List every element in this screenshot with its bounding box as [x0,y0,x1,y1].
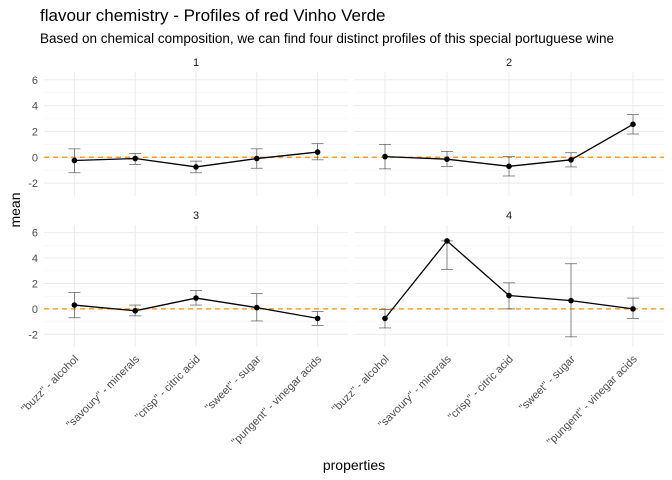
facet-strip-label: 3 [193,210,199,222]
data-point [71,157,78,164]
y-tick-label: 6 [32,228,38,240]
data-point [132,155,138,162]
data-point [630,306,636,312]
y-tick-label: 0 [32,304,38,316]
x-tick-label: "buzz" - alcohol [330,353,392,415]
x-tick-label: "crisp" - citric acid [446,353,516,423]
y-tick-label: -2 [28,329,38,341]
facet-strip-label: 2 [506,57,512,69]
data-point [193,295,199,301]
facet-strip-label: 4 [506,210,512,222]
data-point [444,238,450,244]
x-tick-label: "crisp" - citric acid [133,353,203,423]
x-tick-label: "sweet" - sugar [203,353,264,414]
data-point [382,153,388,160]
data-point [253,304,260,311]
facet-panel-1: 1 -2 0 2 4 6 [28,57,348,196]
y-axis-title: mean [7,192,23,227]
x-tick-label: "buzz" - alcohol [19,353,81,415]
data-point [568,157,574,163]
x-axis-title: properties [323,457,385,473]
y-tick-label: 4 [32,101,38,113]
facet-strip-label: 1 [193,57,199,69]
data-point [253,155,260,162]
y-tick-label: 4 [32,253,38,265]
data-point [444,156,450,162]
chart-title: flavour chemistry - Profiles of red Vinh… [40,6,386,25]
x-tick-label: "sweet" - sugar [517,353,578,414]
y-tick-label: 2 [32,278,38,290]
y-tick-label: -2 [28,178,38,190]
data-point [630,121,636,128]
data-point [314,315,321,322]
data-point [132,307,138,314]
data-point [71,302,78,308]
data-point [568,297,574,304]
data-point [193,164,199,170]
chart-subtitle: Based on chemical composition, we can fi… [40,31,615,46]
y-tick-label: 6 [32,75,38,87]
y-tick-label: 2 [32,126,38,138]
y-tick-label: 0 [32,152,38,164]
data-point [314,149,321,155]
data-point [506,163,512,170]
facet-panel-4: 4"buzz" - alcohol"savoury" - minerals"cr… [330,210,664,448]
data-point [382,315,388,322]
data-point [506,292,512,299]
facet-panel-2: 2 [354,57,664,196]
